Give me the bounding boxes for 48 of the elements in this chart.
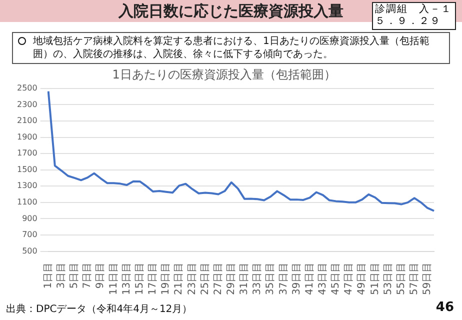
x-tick-label: 25日目 — [200, 262, 211, 296]
x-tick-label: 45日目 — [330, 262, 342, 296]
text: 診調組 入－１ — [375, 4, 453, 16]
x-tick-label: 35日目 — [265, 262, 276, 296]
y-tick-label: 900 — [22, 214, 38, 223]
y-tick-label: 1700 — [17, 148, 38, 158]
x-tick-label: 55日目 — [396, 262, 407, 296]
x-tick-label: 37日目 — [278, 262, 290, 296]
y-tick-label: 1500 — [17, 164, 38, 174]
x-tick-label: 17日目 — [148, 262, 159, 296]
y-tick-label: 1300 — [17, 181, 38, 190]
chart-subtitle: 1日あたりの医療資源投入量（包括範囲） — [112, 67, 336, 82]
x-tick-label: 11日目 — [108, 262, 120, 296]
y-tick-label: 2100 — [17, 116, 38, 126]
x-tick-label: 33日目 — [252, 262, 264, 296]
x-tick-label: 5日目 — [69, 262, 80, 289]
source-note: 出典：DPCデータ（令和4年4月～12月） — [6, 302, 192, 316]
x-tick-label: 49日目 — [356, 262, 368, 296]
x-tick-label: 51日目 — [370, 262, 381, 296]
x-tick-label: 57日目 — [408, 262, 420, 296]
x-tick-label: 29日目 — [226, 262, 237, 296]
x-tick-label: 13日目 — [121, 262, 132, 296]
y-tick-label: 700 — [22, 230, 38, 240]
x-tick-label: 19日目 — [160, 262, 172, 296]
text: ５．９．２９ — [375, 16, 442, 28]
x-tick-label: 27日目 — [212, 262, 224, 296]
x-tick-label: 9日目 — [95, 262, 106, 289]
y-tick-label: 2500 — [17, 83, 38, 92]
x-tick-label: 47日目 — [344, 262, 355, 296]
x-tick-label: 43日目 — [317, 262, 328, 296]
y-tick-label: 1100 — [17, 197, 38, 206]
x-tick-label: 53日目 — [382, 262, 394, 296]
x-tick-label: 7日目 — [82, 262, 94, 289]
x-tick-label: 1日目 — [42, 262, 54, 289]
text: 46 — [436, 300, 454, 315]
y-tick-label: 1900 — [17, 132, 38, 142]
x-tick-label: 41日目 — [304, 262, 316, 296]
x-tick-label: 23日目 — [186, 262, 198, 296]
x-tick-label: 59日目 — [422, 262, 434, 296]
x-tick-label: 21日目 — [174, 262, 185, 296]
y-tick-label: 2300 — [17, 100, 38, 109]
y-tick-label: 500 — [22, 246, 38, 256]
x-tick-label: 3日目 — [56, 262, 68, 289]
x-tick-label: 15日目 — [134, 262, 146, 296]
text: 地域包括ケア病棟入院料を算定する患者における、1日あたりの医療資源投入量（包括範囲）の、入院後の推移は、入院後、徐々に低下する傾向であった。 — [33, 36, 430, 60]
x-tick-label: 39日目 — [291, 262, 302, 296]
x-tick-label: 31日目 — [239, 262, 250, 296]
chart-title: 入院日数に応じた医療資源投入量 — [118, 2, 344, 20]
